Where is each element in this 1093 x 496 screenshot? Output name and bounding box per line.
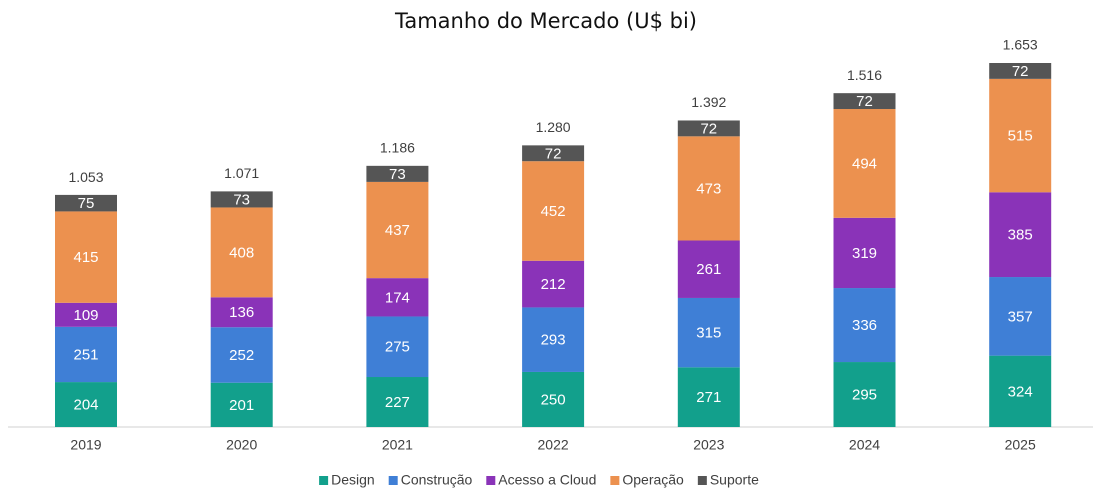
segment-label: 336 <box>852 317 877 334</box>
legend-swatch <box>388 476 398 485</box>
total-label: 1.653 <box>1003 37 1038 53</box>
bar-segment <box>366 165 429 182</box>
bar-segment <box>55 302 117 327</box>
segment-label: 251 <box>73 346 98 363</box>
segment-label: 357 <box>1008 308 1033 325</box>
segment-label: 204 <box>73 397 98 414</box>
segment-label: 72 <box>1012 63 1029 80</box>
bar-segment <box>210 207 273 298</box>
bar-segment <box>366 377 429 427</box>
bar-segment <box>210 297 273 328</box>
bar-segment <box>55 382 117 427</box>
x-tick-label: 2025 <box>1005 437 1036 453</box>
bar-segment <box>522 161 585 261</box>
total-label: 1.053 <box>68 169 103 185</box>
segment-label: 437 <box>385 222 410 239</box>
chart-title: Tamanho do Mercado (U$ bi) <box>394 9 697 33</box>
bar-segment <box>989 63 1052 79</box>
total-label: 1.071 <box>224 165 259 181</box>
bar-segment <box>55 326 117 383</box>
bar-segment <box>55 211 117 303</box>
segment-label: 293 <box>541 332 566 349</box>
bar-segment <box>989 192 1052 278</box>
segment-label: 73 <box>233 191 250 208</box>
bar-segment <box>366 181 429 279</box>
legend-label: Design <box>331 472 375 488</box>
bar-segment <box>989 277 1052 356</box>
total-label: 1.280 <box>536 119 571 135</box>
segment-label: 109 <box>73 307 98 324</box>
bar-segment <box>989 78 1052 193</box>
segment-label: 315 <box>696 325 721 342</box>
segment-label: 75 <box>78 195 95 212</box>
segment-label: 515 <box>1008 128 1033 145</box>
bar-segment <box>522 371 585 427</box>
bar-segment <box>522 307 585 372</box>
legend-label: Acesso a Cloud <box>498 472 596 488</box>
legend-swatch <box>610 476 620 485</box>
segment-label: 252 <box>229 347 254 364</box>
total-label: 1.392 <box>691 94 726 110</box>
segment-label: 473 <box>696 180 721 197</box>
segment-label: 295 <box>852 386 877 403</box>
legend-swatch <box>486 476 496 485</box>
bar-segment <box>677 240 740 298</box>
legend-label: Operação <box>622 472 684 488</box>
bar-segment <box>677 136 740 241</box>
segment-label: 136 <box>229 304 254 321</box>
x-tick-label: 2021 <box>382 437 413 453</box>
legend-swatch <box>319 476 329 485</box>
bar-segment <box>366 278 429 317</box>
x-tick-label: 2019 <box>70 437 101 453</box>
segment-label: 324 <box>1008 383 1033 400</box>
segment-label: 201 <box>229 397 254 414</box>
segment-label: 250 <box>541 391 566 408</box>
segment-label: 73 <box>389 166 406 183</box>
bar-segment <box>833 362 896 427</box>
x-tick-label: 2022 <box>538 437 569 453</box>
bar-segment <box>522 145 585 162</box>
bar-segment <box>55 194 117 212</box>
segment-label: 261 <box>696 261 721 278</box>
bar-segment <box>210 191 273 208</box>
total-label: 1.186 <box>380 140 415 156</box>
segment-label: 212 <box>541 276 566 293</box>
segment-label: 275 <box>385 339 410 356</box>
x-tick-label: 2020 <box>226 437 257 453</box>
bar-segment <box>833 288 896 363</box>
segment-label: 408 <box>229 244 254 261</box>
segment-label: 72 <box>545 145 562 162</box>
bar-segment <box>210 382 273 427</box>
segment-label: 415 <box>73 249 98 266</box>
segment-label: 72 <box>700 120 717 137</box>
segment-label: 452 <box>541 203 566 220</box>
legend-label: Suporte <box>710 472 759 488</box>
segment-label: 385 <box>1008 227 1033 244</box>
bar-segment <box>522 260 585 308</box>
segment-label: 494 <box>852 155 877 172</box>
x-tick-label: 2024 <box>849 437 880 453</box>
segment-label: 271 <box>696 389 721 406</box>
total-label: 1.516 <box>847 67 882 83</box>
bar-segment <box>989 355 1052 427</box>
bar-segment <box>677 297 740 368</box>
bar-segment <box>366 316 429 378</box>
bar-segment <box>833 217 896 289</box>
segment-label: 72 <box>856 93 873 110</box>
bar-segment <box>677 120 740 137</box>
legend-label: Construção <box>401 472 473 488</box>
segment-label: 227 <box>385 394 410 411</box>
segment-label: 174 <box>385 289 410 306</box>
bar-segment <box>833 93 896 110</box>
bar-segment <box>677 367 740 427</box>
segment-label: 319 <box>852 245 877 262</box>
bar-segment <box>210 327 273 383</box>
legend-swatch <box>697 476 707 485</box>
bar-segment <box>833 109 896 218</box>
x-tick-label: 2023 <box>693 437 724 453</box>
